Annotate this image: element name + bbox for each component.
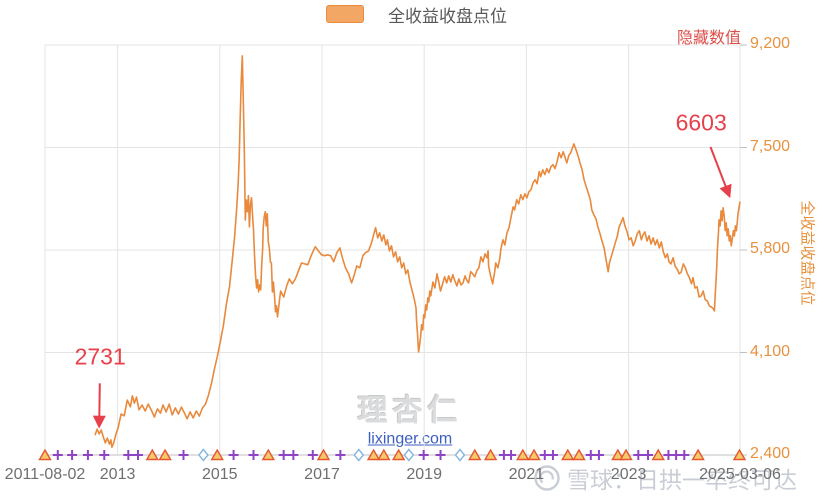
x-tick-label: 2011-08-02: [4, 466, 86, 483]
event-marker-triangle-icon[interactable]: [468, 448, 482, 461]
event-marker-plus-icon[interactable]: [679, 450, 690, 460]
event-marker-triangle-icon[interactable]: [619, 448, 633, 461]
event-marker-triangle-icon[interactable]: [366, 448, 381, 461]
event-marker-triangle-icon[interactable]: [691, 448, 705, 461]
legend-swatch: [326, 5, 364, 23]
event-marker-triangle-icon[interactable]: [651, 448, 665, 461]
event-marker-triangle-icon[interactable]: [516, 448, 530, 461]
xueqiu-watermark: 雪球：日拱一卒终可达: [533, 461, 797, 495]
event-marker-triangle-icon[interactable]: [316, 448, 331, 461]
event-marker-triangle-icon[interactable]: [732, 448, 747, 461]
event-marker-plus-icon[interactable]: [418, 450, 429, 460]
legend[interactable]: 全收益收盘点位: [0, 3, 833, 26]
event-marker-triangle-icon[interactable]: [391, 448, 406, 461]
event-marker-plus-icon[interactable]: [435, 450, 446, 460]
y-tick-label: 9,200: [750, 35, 791, 52]
event-marker-triangle-icon[interactable]: [261, 448, 276, 461]
annotation-label-6603: 6603: [675, 109, 727, 136]
y-tick-label: 4,100: [750, 342, 791, 360]
event-marker-triangle-icon[interactable]: [158, 448, 172, 461]
event-marker-plus-icon[interactable]: [335, 450, 346, 460]
event-marker-plus-icon[interactable]: [278, 450, 289, 460]
event-marker-plus-icon[interactable]: [178, 450, 189, 460]
annotation-arrow: [709, 146, 732, 199]
event-marker-plus-icon[interactable]: [133, 450, 144, 460]
event-marker-plus-icon[interactable]: [67, 450, 78, 460]
x-tick-label: 2017: [304, 466, 340, 483]
event-marker-triangle-icon[interactable]: [38, 448, 52, 461]
event-marker-triangle-icon[interactable]: [561, 448, 575, 461]
event-marker-triangle-icon[interactable]: [527, 448, 541, 461]
annotation-arrow: [92, 383, 106, 429]
x-tick-label: 2021: [508, 466, 545, 483]
event-marker-plus-icon[interactable]: [123, 450, 134, 460]
x-tick-label: 2013: [99, 466, 136, 483]
event-marker-plus-icon[interactable]: [82, 450, 93, 460]
event-marker-triangle-icon[interactable]: [145, 448, 160, 461]
y-tick-label: 7,500: [750, 137, 791, 155]
event-marker-triangle-icon[interactable]: [483, 448, 498, 461]
y-axis-title: 全收益收盘点位: [798, 200, 816, 306]
x-tick-label: 2023: [610, 466, 647, 483]
event-marker-triangle-icon[interactable]: [377, 448, 391, 461]
y-tick-label: 2,400: [750, 445, 791, 462]
event-marker-diamond-icon[interactable]: [198, 448, 209, 462]
x-tick-label: 2025-03-06: [699, 466, 781, 483]
event-marker-diamond-icon[interactable]: [403, 448, 415, 462]
event-marker-plus-icon[interactable]: [633, 450, 644, 460]
xueqiu-snowball-logo-icon: [534, 465, 560, 491]
event-marker-triangle-icon[interactable]: [210, 448, 224, 461]
event-marker-plus-icon[interactable]: [288, 450, 299, 460]
x-tick-label: 2015: [201, 466, 238, 483]
series-line: [94, 55, 741, 449]
y-tick-label: 5,800: [750, 240, 791, 257]
lixinger-watermark-domain[interactable]: lixinger.com: [367, 430, 453, 448]
event-marker-plus-icon[interactable]: [593, 450, 604, 460]
event-marker-plus-icon[interactable]: [643, 450, 654, 460]
hide-values-toggle[interactable]: 隐藏数值: [676, 30, 741, 47]
event-marker-triangle-icon[interactable]: [611, 448, 625, 461]
event-marker-diamond-icon[interactable]: [353, 448, 365, 462]
event-marker-plus-icon[interactable]: [248, 450, 259, 460]
event-marker-diamond-icon[interactable]: [454, 448, 466, 462]
event-marker-plus-icon[interactable]: [99, 450, 110, 460]
event-marker-plus-icon[interactable]: [547, 450, 558, 460]
lixinger-watermark-title: 理杏仁: [357, 393, 463, 429]
legend-label: 全收益收盘点位: [388, 6, 507, 26]
event-marker-plus-icon[interactable]: [307, 450, 318, 460]
annotation-label-2731: 2731: [74, 343, 126, 370]
lixinger-watermark: 理杏仁 lixinger.com: [358, 386, 463, 449]
xueqiu-watermark-text: 雪球：日拱一卒终可达: [567, 467, 797, 493]
event-marker-plus-icon[interactable]: [228, 450, 239, 460]
event-marker-triangle-icon[interactable]: [572, 448, 586, 461]
x-tick-label: 2019: [406, 466, 442, 483]
event-marker-plus-icon[interactable]: [506, 450, 517, 460]
event-marker-plus-icon[interactable]: [52, 450, 63, 460]
